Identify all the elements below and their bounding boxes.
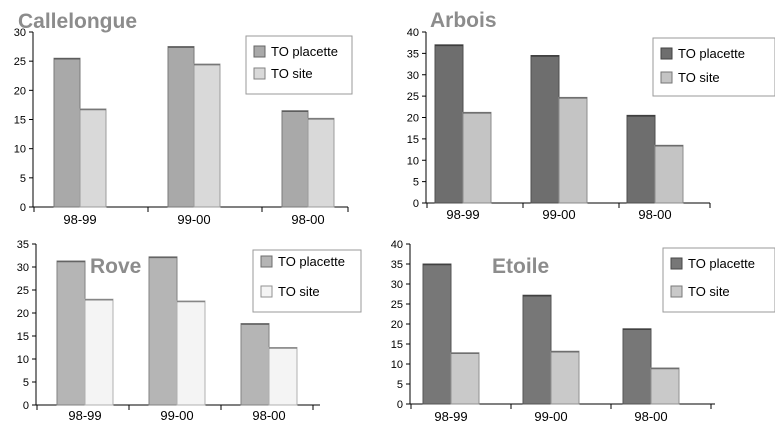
y-tick-label: 30 [17,262,29,274]
x-tick-label: 98-00 [291,212,324,227]
bar-to-site [268,347,298,406]
chart-panel-arbois: Arbois 0 5 10 15 20 25 30 35 40 98-99 99-00 98-00 TO … [390,0,775,225]
y-tick-label: 10 [391,359,403,371]
x-tick-label: 99-00 [534,409,567,424]
y-tick-label: 25 [407,91,419,103]
bar-to-site [307,117,335,208]
y-tick-label: 0 [413,198,419,210]
bar-to-placette [56,260,86,406]
x-tick-label: 98-00 [638,207,671,222]
y-tick-label: 15 [17,331,29,343]
y-tick-label: 20 [407,113,419,125]
bar-to-placette [281,110,309,208]
y-tick-label: 10 [17,354,29,366]
y-tick-label: 0 [397,399,403,411]
legend-label: TO site [271,66,313,81]
x-tick-label: 99-00 [160,408,193,423]
chart-title: Callelongue [18,10,137,33]
legend-label: TO site [678,70,720,85]
y-tick-label: 10 [407,155,419,167]
bar-to-placette [434,44,464,204]
legend-swatch [660,47,673,60]
y-tick-label: 25 [14,56,26,68]
y-tick-label: 40 [391,239,403,251]
y-tick-label: 35 [407,48,419,60]
y-tick-label: 15 [14,115,26,127]
y-tick-label: 25 [17,285,29,297]
x-tick-label: 98-99 [446,207,479,222]
bar-to-site [462,111,492,204]
legend-label: TO placette [688,256,755,271]
y-tick-label: 30 [14,27,26,39]
y-tick-label: 20 [391,319,403,331]
legend-label: TO placette [278,254,345,269]
bar-to-site [176,300,206,406]
bar-to-site [193,63,221,208]
bar-chart-etoile: Etoile 0 5 10 15 20 25 30 35 40 98-99 99-00 98-00 TO … [391,239,775,424]
bar-chart-callelongue: Callelongue 0 5 10 15 20 25 30 98-99 99-00 98-00 TO… [14,10,353,227]
y-tick-label: 25 [391,299,403,311]
x-tick-label: 98-99 [68,408,101,423]
bar-to-placette [626,114,656,204]
legend-label: TO placette [678,46,745,61]
legend-label: TO site [278,284,320,299]
legend-swatch [670,257,683,270]
bar-to-placette [522,294,552,405]
chart-title: Arbois [430,9,497,32]
bar-to-placette [622,328,652,405]
bar-to-placette [167,46,195,208]
x-tick-label: 98-00 [252,408,285,423]
bar-to-placette [530,55,560,204]
legend-label: TO placette [271,44,338,59]
bar-to-site [79,108,107,208]
y-tick-label: 30 [391,279,403,291]
y-tick-label: 5 [23,377,29,389]
x-tick-label: 99-00 [177,212,210,227]
y-tick-label: 0 [23,400,29,412]
bar-to-placette [53,57,81,208]
bar-to-site [650,367,680,405]
y-tick-label: 15 [391,339,403,351]
legend-label: TO site [688,284,730,299]
bar-chart-arbois: Arbois 0 5 10 15 20 25 30 35 40 98-99 99-00 98-00 TO … [407,9,775,222]
bar-chart-rove: Rove 0 5 10 15 20 25 30 35 98-99 99-00 98-00 TO plac… [17,239,362,423]
chart-panel-rove: Rove 0 5 10 15 20 25 30 35 98-99 99-00 98-00 TO plac… [0,232,385,427]
y-tick-label: 10 [14,144,26,156]
y-tick-label: 15 [407,134,419,146]
y-tick-label: 30 [407,70,419,82]
legend-swatch [670,285,683,298]
y-tick-label: 20 [14,85,26,97]
bar-to-placette [148,256,178,406]
bar-to-site [654,144,684,204]
y-tick-label: 35 [17,239,29,251]
y-tick-label: 5 [397,379,403,391]
y-tick-label: 0 [20,202,26,214]
legend-swatch [660,71,673,84]
legend-box [245,35,353,95]
bar-to-placette [240,323,270,406]
x-tick-label: 98-00 [634,409,667,424]
y-tick-label: 35 [391,259,403,271]
x-tick-label: 98-99 [434,409,467,424]
legend-swatch [253,45,266,58]
chart-title: Rove [90,255,141,278]
legend-swatch [253,67,266,80]
x-tick-label: 99-00 [542,207,575,222]
bar-to-site [84,298,114,406]
y-tick-label: 5 [413,177,419,189]
bar-to-site [558,96,588,204]
y-tick-label: 40 [407,27,419,39]
bar-to-placette [422,263,452,405]
x-tick-label: 98-99 [63,212,96,227]
y-tick-label: 5 [20,173,26,185]
y-tick-label: 20 [17,308,29,320]
legend-swatch [260,285,273,298]
legend-swatch [260,255,273,268]
chart-panel-callelongue: Callelongue 0 5 10 15 20 25 30 98-99 99-00 98-00 TO… [0,0,385,227]
chart-title: Etoile [492,255,549,278]
bar-to-site [450,352,480,405]
chart-panel-etoile: Etoile 0 5 10 15 20 25 30 35 40 98-99 99-00 98-00 TO … [390,232,775,427]
bar-to-site [550,350,580,405]
legend-box [652,37,775,97]
